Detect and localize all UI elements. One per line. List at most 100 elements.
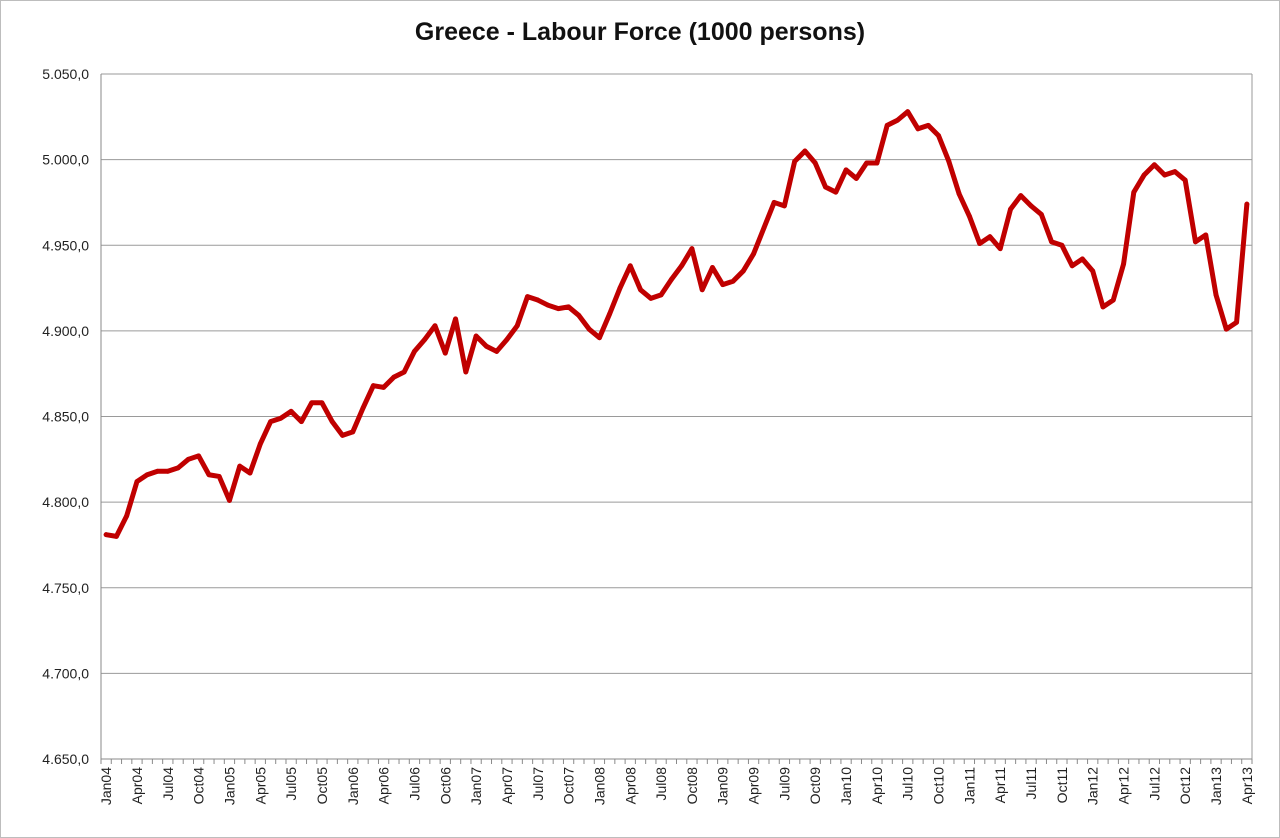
data-point	[946, 158, 952, 164]
data-point	[463, 369, 469, 375]
x-tick-label: Oct08	[684, 767, 700, 805]
x-tick-label: Jan04	[98, 767, 114, 805]
data-point	[175, 465, 181, 471]
x-tick-label: Apr04	[129, 767, 145, 805]
data-point	[1141, 172, 1147, 178]
data-point	[298, 419, 304, 425]
data-point	[823, 184, 828, 190]
data-point	[1131, 189, 1137, 195]
x-tick-label: Oct12	[1177, 767, 1193, 805]
x-tick-label: Jan10	[838, 767, 854, 805]
x-tick-label: Jul12	[1146, 767, 1162, 801]
x-tick-label: Apr05	[252, 767, 268, 805]
data-point	[165, 468, 171, 474]
data-point	[155, 468, 160, 474]
data-point	[412, 349, 417, 354]
x-tick-label: Jan08	[591, 767, 607, 805]
x-tick-label: Apr11	[992, 767, 1008, 804]
data-point	[1069, 263, 1075, 269]
y-tick-label: 4.900,0	[42, 323, 89, 339]
axes	[100, 74, 1253, 764]
x-tick-label: Apr07	[499, 767, 515, 805]
x-tick-label: Jul08	[653, 767, 669, 801]
y-tick-label: 4.850,0	[42, 409, 89, 425]
x-tick-label: Oct11	[1054, 767, 1070, 804]
y-tick-label: 5.000,0	[42, 152, 89, 168]
data-point	[1223, 326, 1229, 332]
data-point	[1038, 212, 1044, 217]
data-point	[1182, 177, 1188, 183]
data-point	[720, 282, 726, 288]
data-point	[257, 441, 263, 447]
data-point	[329, 419, 335, 425]
x-tick-label: Jan13	[1208, 767, 1224, 805]
data-point	[1090, 268, 1096, 274]
data-point	[227, 498, 232, 503]
x-tick-label: Oct07	[561, 767, 577, 805]
data-point	[782, 203, 787, 209]
data-point	[658, 292, 664, 298]
data-point	[689, 246, 695, 252]
x-tick-label: Jul04	[160, 767, 176, 801]
data-point	[1121, 261, 1126, 267]
data-point	[453, 316, 458, 322]
data-point	[391, 374, 397, 380]
data-point	[525, 294, 530, 300]
data-point	[1049, 239, 1055, 245]
x-tick-label: Apr06	[376, 767, 392, 805]
data-point	[1162, 172, 1168, 178]
data-point	[812, 160, 818, 166]
data-point	[668, 277, 674, 282]
data-point	[771, 200, 777, 205]
data-point	[319, 400, 325, 406]
data-point	[535, 297, 541, 303]
data-point	[237, 463, 243, 469]
y-tick-label: 4.750,0	[42, 580, 89, 596]
y-tick-label: 5.050,0	[42, 66, 89, 82]
x-tick-label: Jan07	[468, 767, 484, 805]
data-point	[740, 268, 746, 274]
data-point	[103, 532, 109, 538]
data-point	[288, 408, 294, 414]
x-tick-label: Jan11	[961, 767, 977, 804]
data-point	[895, 117, 900, 123]
data-point	[597, 335, 602, 341]
data-point	[1018, 193, 1024, 198]
data-point	[730, 278, 736, 284]
x-tick-label: Apr13	[1239, 767, 1255, 805]
data-point	[185, 456, 191, 462]
data-point	[124, 513, 130, 519]
data-point	[216, 474, 222, 479]
x-tick-label: Apr09	[746, 767, 762, 805]
data-point	[1151, 162, 1157, 168]
data-point	[627, 263, 633, 269]
data-point	[956, 191, 962, 197]
data-point	[1203, 232, 1209, 238]
series-line	[103, 109, 1250, 539]
x-tick-label: Jan09	[715, 767, 731, 805]
data-point	[997, 246, 1003, 252]
data-point	[350, 429, 356, 435]
data-point	[792, 158, 798, 164]
data-point	[679, 263, 685, 269]
x-tick-label: Oct05	[314, 767, 330, 805]
data-point	[710, 265, 715, 270]
data-point	[432, 323, 438, 329]
data-point	[638, 287, 643, 293]
y-tick-label: 4.650,0	[42, 751, 89, 767]
data-point	[514, 323, 520, 329]
x-tick-label: Oct04	[191, 767, 207, 805]
data-point	[1193, 239, 1198, 245]
x-tick-label: Jan06	[345, 767, 361, 805]
data-point	[617, 285, 623, 291]
x-tick-label: Jul05	[283, 767, 299, 801]
data-point	[751, 251, 756, 257]
x-tick-label: Jul11	[1023, 767, 1039, 800]
data-point	[473, 333, 479, 339]
data-point	[401, 369, 407, 375]
data-point	[925, 122, 931, 128]
data-point	[504, 337, 510, 342]
data-point	[1110, 297, 1116, 303]
